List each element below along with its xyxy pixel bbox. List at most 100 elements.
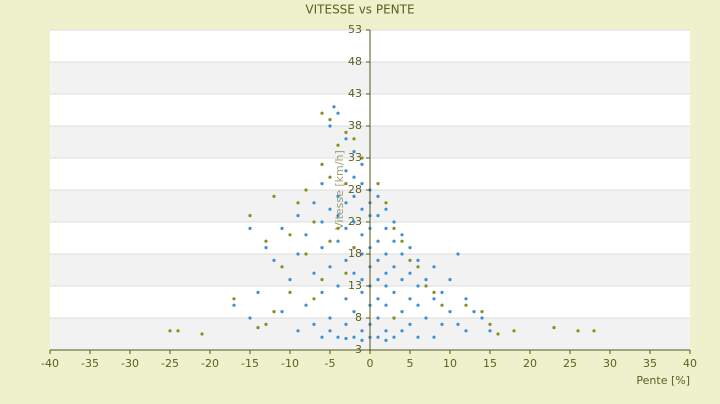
scatter-point (400, 252, 404, 256)
scatter-point (376, 194, 380, 198)
scatter-point (360, 233, 364, 237)
scatter-point (320, 335, 324, 339)
scatter-point (360, 207, 364, 211)
scatter-point (344, 130, 348, 134)
scatter-point (384, 329, 388, 333)
scatter-point (360, 278, 364, 282)
scatter-point (416, 258, 420, 262)
scatter-point (448, 310, 452, 314)
scatter-point (264, 246, 268, 250)
scatter-point (336, 284, 340, 288)
scatter-point (464, 329, 468, 333)
scatter-point (320, 220, 324, 224)
scatter-point (440, 322, 444, 326)
scatter-point (248, 214, 252, 218)
scatter-point (400, 233, 404, 237)
scatter-point (272, 194, 276, 198)
scatter-point (448, 278, 452, 282)
scatter-point (432, 297, 436, 301)
x-tick-label: 20 (523, 357, 537, 370)
scatter-point (312, 271, 316, 275)
scatter-point (392, 290, 396, 294)
scatter-point (352, 246, 356, 250)
scatter-point (336, 214, 340, 218)
scatter-point (432, 265, 436, 269)
y-tick-label: 18 (348, 247, 362, 260)
scatter-point (440, 303, 444, 307)
scatter-point (312, 201, 316, 205)
scatter-point (432, 290, 436, 294)
y-tick-label: 13 (348, 279, 362, 292)
scatter-point (312, 220, 316, 224)
scatter-point (200, 332, 204, 336)
scatter-point (456, 322, 460, 326)
x-tick-label: 25 (563, 357, 577, 370)
scatter-point (280, 310, 284, 314)
scatter-point (312, 297, 316, 301)
scatter-point (496, 332, 500, 336)
scatter-point (488, 322, 492, 326)
scatter-point (336, 111, 340, 115)
scatter-point (480, 316, 484, 320)
scatter-point (336, 194, 340, 198)
scatter-point (376, 182, 380, 186)
y-tick-label: 3 (355, 343, 362, 356)
scatter-point (336, 239, 340, 243)
scatter-point (408, 322, 412, 326)
scatter-point (328, 175, 332, 179)
y-tick-label: 8 (355, 311, 362, 324)
scatter-point (296, 214, 300, 218)
scatter-point (256, 290, 260, 294)
scatter-point (392, 316, 396, 320)
scatter-point (352, 271, 356, 275)
scatter-point (352, 175, 356, 179)
scatter-point (384, 303, 388, 307)
scatter-point (328, 124, 332, 128)
scatter-point (384, 207, 388, 211)
scatter-point (392, 335, 396, 339)
x-tick-label: -5 (325, 357, 336, 370)
scatter-point (376, 316, 380, 320)
y-axis-label: Vitesse [km/h] (333, 150, 346, 230)
scatter-point (320, 290, 324, 294)
scatter-point (344, 258, 348, 262)
x-tick-label: 35 (643, 357, 657, 370)
scatter-point (384, 252, 388, 256)
scatter-point (280, 226, 284, 230)
scatter-point (384, 284, 388, 288)
scatter-point (328, 265, 332, 269)
scatter-point (376, 214, 380, 218)
scatter-point (336, 143, 340, 147)
scatter-point (576, 329, 580, 333)
scatter-point (168, 329, 172, 333)
scatter-point (320, 246, 324, 250)
scatter-point (424, 316, 428, 320)
scatter-point (360, 338, 364, 342)
scatter-point (456, 252, 460, 256)
scatter-point (232, 303, 236, 307)
scatter-point (424, 284, 428, 288)
scatter-point (408, 271, 412, 275)
scatter-point (376, 297, 380, 301)
x-tick-label: 30 (603, 357, 617, 370)
scatter-point (328, 329, 332, 333)
scatter-point (288, 278, 292, 282)
x-tick-label: -40 (41, 357, 59, 370)
x-tick-label: -30 (121, 357, 139, 370)
y-tick-label: 28 (348, 183, 362, 196)
scatter-point (384, 338, 388, 342)
scatter-point (304, 233, 308, 237)
scatter-point (376, 335, 380, 339)
scatter-point (360, 290, 364, 294)
scatter-point (480, 310, 484, 314)
scatter-point (360, 182, 364, 186)
scatter-point (320, 162, 324, 166)
scatter-point (352, 194, 356, 198)
y-tick-label: 33 (348, 151, 362, 164)
scatter-point (432, 335, 436, 339)
scatter-point (376, 258, 380, 262)
scatter-point (304, 303, 308, 307)
x-tick-label: 0 (367, 357, 374, 370)
y-tick-label: 53 (348, 23, 362, 36)
